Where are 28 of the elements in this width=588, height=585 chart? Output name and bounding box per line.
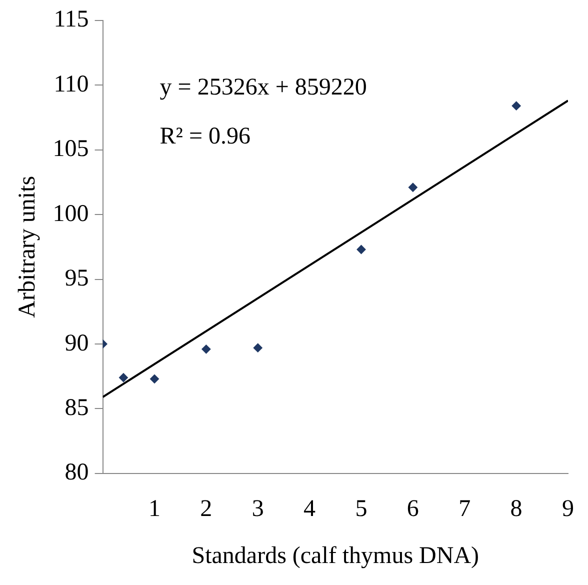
- point: [512, 101, 521, 110]
- x-tick-label: 7: [458, 496, 471, 522]
- y-tick-label: 110: [54, 71, 89, 98]
- point: [150, 374, 159, 384]
- x-tick-label: 8: [510, 496, 522, 522]
- x-tick-label: 9: [562, 496, 574, 522]
- x-tick-label: 4: [304, 496, 316, 522]
- x-tick-label: 5: [355, 496, 368, 522]
- y-tick-label: 100: [52, 200, 89, 227]
- x-tick-label: 3: [252, 496, 264, 522]
- point: [202, 344, 211, 354]
- point: [356, 244, 366, 254]
- annotation: R² = 0.96: [160, 124, 251, 150]
- point: [253, 343, 262, 352]
- x-tick-label: 1: [148, 496, 160, 522]
- x-tick-label: 6: [406, 496, 419, 522]
- y-tick-label: 105: [52, 136, 89, 162]
- annotation: y = 25326x + 859220: [160, 74, 367, 101]
- y-tick-label: 95: [64, 266, 89, 292]
- point: [118, 373, 128, 382]
- x-axis-title: Standards (calf thymus DNA): [192, 542, 480, 569]
- y-tick-label: 85: [64, 394, 89, 421]
- point: [408, 182, 418, 192]
- y-axis-title: Arbitrary units: [14, 176, 41, 318]
- y-tick-label: 90: [64, 330, 89, 356]
- y-tick-label: 115: [54, 6, 89, 33]
- y-tick-label: 80: [64, 460, 89, 486]
- x-tick-label: 2: [200, 496, 212, 522]
